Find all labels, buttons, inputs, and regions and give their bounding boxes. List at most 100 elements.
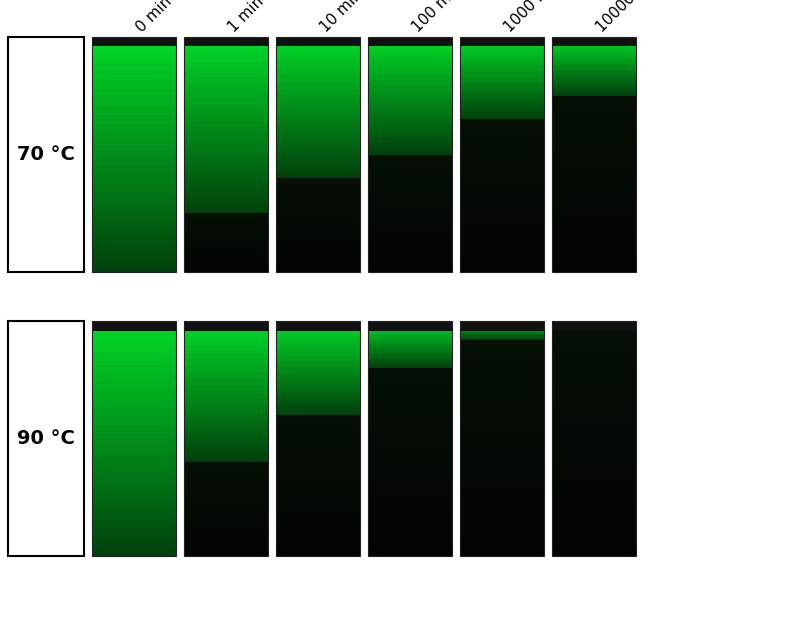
- Bar: [552, 338, 636, 339]
- Bar: [276, 508, 360, 509]
- Bar: [552, 444, 636, 445]
- Bar: [92, 145, 176, 146]
- Bar: [92, 206, 176, 207]
- Bar: [552, 180, 636, 182]
- Bar: [92, 422, 176, 423]
- Bar: [276, 193, 360, 195]
- Bar: [368, 111, 452, 112]
- Bar: [92, 345, 176, 346]
- Bar: [368, 340, 452, 341]
- Bar: [92, 462, 176, 464]
- Bar: [184, 59, 268, 61]
- Bar: [460, 221, 544, 222]
- Bar: [368, 499, 452, 500]
- Bar: [184, 321, 268, 331]
- Bar: [368, 104, 452, 105]
- Bar: [184, 74, 268, 75]
- Bar: [368, 264, 452, 265]
- Bar: [552, 206, 636, 207]
- Bar: [184, 349, 268, 350]
- Bar: [552, 347, 636, 349]
- Bar: [460, 48, 544, 49]
- Bar: [552, 328, 636, 329]
- Bar: [276, 114, 360, 116]
- Bar: [92, 121, 176, 122]
- Bar: [276, 457, 360, 459]
- Bar: [460, 426, 544, 427]
- Bar: [552, 88, 636, 89]
- Bar: [460, 230, 544, 231]
- Bar: [184, 235, 268, 237]
- Bar: [368, 268, 452, 269]
- Bar: [184, 501, 268, 502]
- Bar: [552, 110, 636, 111]
- Bar: [552, 159, 636, 160]
- Bar: [92, 112, 176, 114]
- Bar: [552, 349, 636, 350]
- Bar: [184, 367, 268, 368]
- Bar: [276, 541, 360, 542]
- Bar: [552, 106, 636, 108]
- Bar: [276, 82, 360, 83]
- Bar: [552, 345, 636, 346]
- Bar: [276, 136, 360, 137]
- Bar: [276, 408, 360, 409]
- Bar: [552, 436, 636, 438]
- Bar: [92, 211, 176, 212]
- Bar: [460, 460, 544, 461]
- Bar: [276, 383, 360, 384]
- Bar: [184, 127, 268, 129]
- Bar: [276, 488, 360, 489]
- Bar: [460, 218, 544, 219]
- Bar: [460, 472, 544, 473]
- Bar: [92, 442, 176, 444]
- Bar: [276, 268, 360, 269]
- Bar: [92, 174, 176, 176]
- Bar: [368, 412, 452, 413]
- Bar: [276, 538, 360, 540]
- Bar: [460, 523, 544, 525]
- Bar: [92, 144, 176, 145]
- Bar: [368, 245, 452, 246]
- Bar: [92, 259, 176, 260]
- Bar: [368, 333, 452, 334]
- Bar: [368, 144, 452, 145]
- Bar: [184, 512, 268, 513]
- Bar: [184, 547, 268, 548]
- Bar: [184, 526, 268, 527]
- Bar: [552, 44, 636, 45]
- Bar: [92, 89, 176, 90]
- Bar: [184, 488, 268, 489]
- Bar: [276, 206, 360, 207]
- Bar: [92, 190, 176, 191]
- Bar: [368, 551, 452, 552]
- Bar: [368, 184, 452, 185]
- Bar: [184, 97, 268, 98]
- Bar: [552, 77, 636, 78]
- Bar: [184, 157, 268, 158]
- Bar: [552, 214, 636, 216]
- Bar: [92, 255, 176, 256]
- Bar: [460, 481, 544, 482]
- Bar: [460, 434, 544, 435]
- Bar: [368, 533, 452, 534]
- Bar: [368, 91, 452, 92]
- Bar: [552, 258, 636, 259]
- Bar: [460, 142, 544, 143]
- Bar: [368, 430, 452, 431]
- Bar: [184, 496, 268, 497]
- Bar: [92, 119, 176, 121]
- Bar: [92, 478, 176, 479]
- Bar: [184, 207, 268, 208]
- Bar: [92, 62, 176, 63]
- Bar: [368, 506, 452, 507]
- Bar: [92, 87, 176, 88]
- Bar: [276, 547, 360, 548]
- Bar: [368, 339, 452, 340]
- Bar: [184, 347, 268, 349]
- Bar: [184, 324, 268, 325]
- Bar: [460, 130, 544, 131]
- Bar: [92, 555, 176, 556]
- Bar: [276, 409, 360, 410]
- Bar: [552, 253, 636, 254]
